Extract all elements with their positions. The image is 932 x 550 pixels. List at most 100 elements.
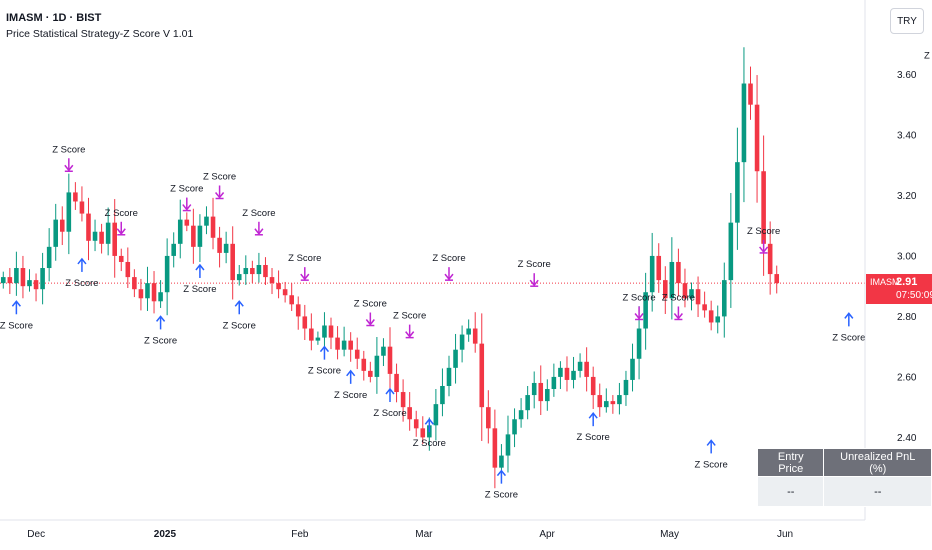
candle [99,223,104,254]
signal-label: Z Score [65,278,98,289]
candle [472,312,478,353]
candle [217,226,222,268]
candle [590,366,596,409]
candle [79,186,85,222]
buy-signal: Z Score [223,300,256,331]
candle [138,278,144,311]
candle [394,363,399,403]
candle [250,260,255,284]
candle [354,337,360,370]
candle [604,388,609,413]
x-tick-label: May [660,529,679,540]
signal-label: Z Score [393,311,426,322]
price-tag-value: 2.91 [896,276,918,288]
y-tick-label: 3.20 [897,191,917,202]
last-price-tag: IMASM 2.91 07:50:09 [866,274,932,304]
table-header-entry-price: Entry Price [756,448,825,477]
candle [191,208,196,264]
candle [721,262,727,338]
sell-signal: Z Score [622,292,656,321]
candle [223,231,229,264]
price-tag-countdown: 07:50:09 [896,290,932,301]
y-tick-label: 2.80 [897,312,917,323]
candle [630,343,635,392]
candle [171,232,176,268]
candle [420,416,426,445]
signal-label: Z Score [622,292,655,303]
candle [20,255,26,299]
candle [46,228,52,282]
candle [236,265,242,286]
buy-signal: Z Score [413,418,446,449]
candle [617,382,622,415]
candle [302,304,308,341]
candle [33,273,39,302]
candle [374,336,380,394]
candle [151,271,157,314]
signal-label: Z Score [518,259,551,270]
candle [735,127,740,250]
candle [669,237,675,320]
candle [361,350,367,381]
signal-label: Z Score [223,320,256,331]
candle [263,257,268,285]
candle [112,199,117,278]
candle [27,269,32,292]
buy-signal: Z Score [485,469,518,501]
y-tick-label: 2.40 [897,433,917,444]
candle [610,395,616,414]
candle [597,383,603,417]
signal-label: Z Score [373,408,406,419]
buy-signal: Z Score [695,439,728,470]
candle [682,268,688,308]
candle [558,361,563,390]
table-cell-unrealized-pnl: -- [823,476,932,507]
candle [676,248,681,297]
candle [14,251,19,296]
candle [767,221,773,295]
candle [59,206,65,246]
candle [643,272,648,350]
candle [453,333,458,384]
candle [256,252,262,283]
candle [761,135,766,276]
symbol-title[interactable]: IMASM · 1D · BIST [6,12,102,24]
candle [164,238,170,316]
candle [309,313,314,351]
signal-label: Z Score [354,299,387,310]
candle [197,214,203,262]
signal-label: Z Score [105,208,138,219]
candle [177,199,183,259]
buy-signal: Z Score [577,411,610,443]
buy-signal: Z Score [334,369,367,401]
candle [66,173,72,255]
sell-signal: Z Score [288,253,321,281]
candle [486,390,491,444]
candle [400,379,406,422]
candle [86,197,91,261]
sell-signal: Z Score [105,208,138,236]
sell-signal: Z Score [242,208,276,236]
candle [381,338,386,367]
currency-button[interactable]: TRY [890,8,924,34]
candle [440,368,445,417]
candle [132,269,137,298]
candle [656,243,662,293]
candle [538,365,544,416]
candle [315,331,321,345]
candle [289,283,294,311]
signal-label: Z Score [0,320,33,331]
candle [531,371,537,409]
sell-signal: Z Score [662,292,695,321]
signal-label: Z Score [662,292,695,303]
candle [341,326,347,357]
candle [407,392,412,431]
signal-label: Z Score [413,438,446,449]
strategy-title[interactable]: Price Statistical Strategy-Z Score V 1.0… [6,28,194,40]
x-tick-label: Apr [539,529,555,540]
signal-label: Z Score [183,284,216,295]
table-header-unrealized-pnl: Unrealized PnL (%) [823,448,932,477]
candle [282,281,288,303]
candle [184,212,190,232]
